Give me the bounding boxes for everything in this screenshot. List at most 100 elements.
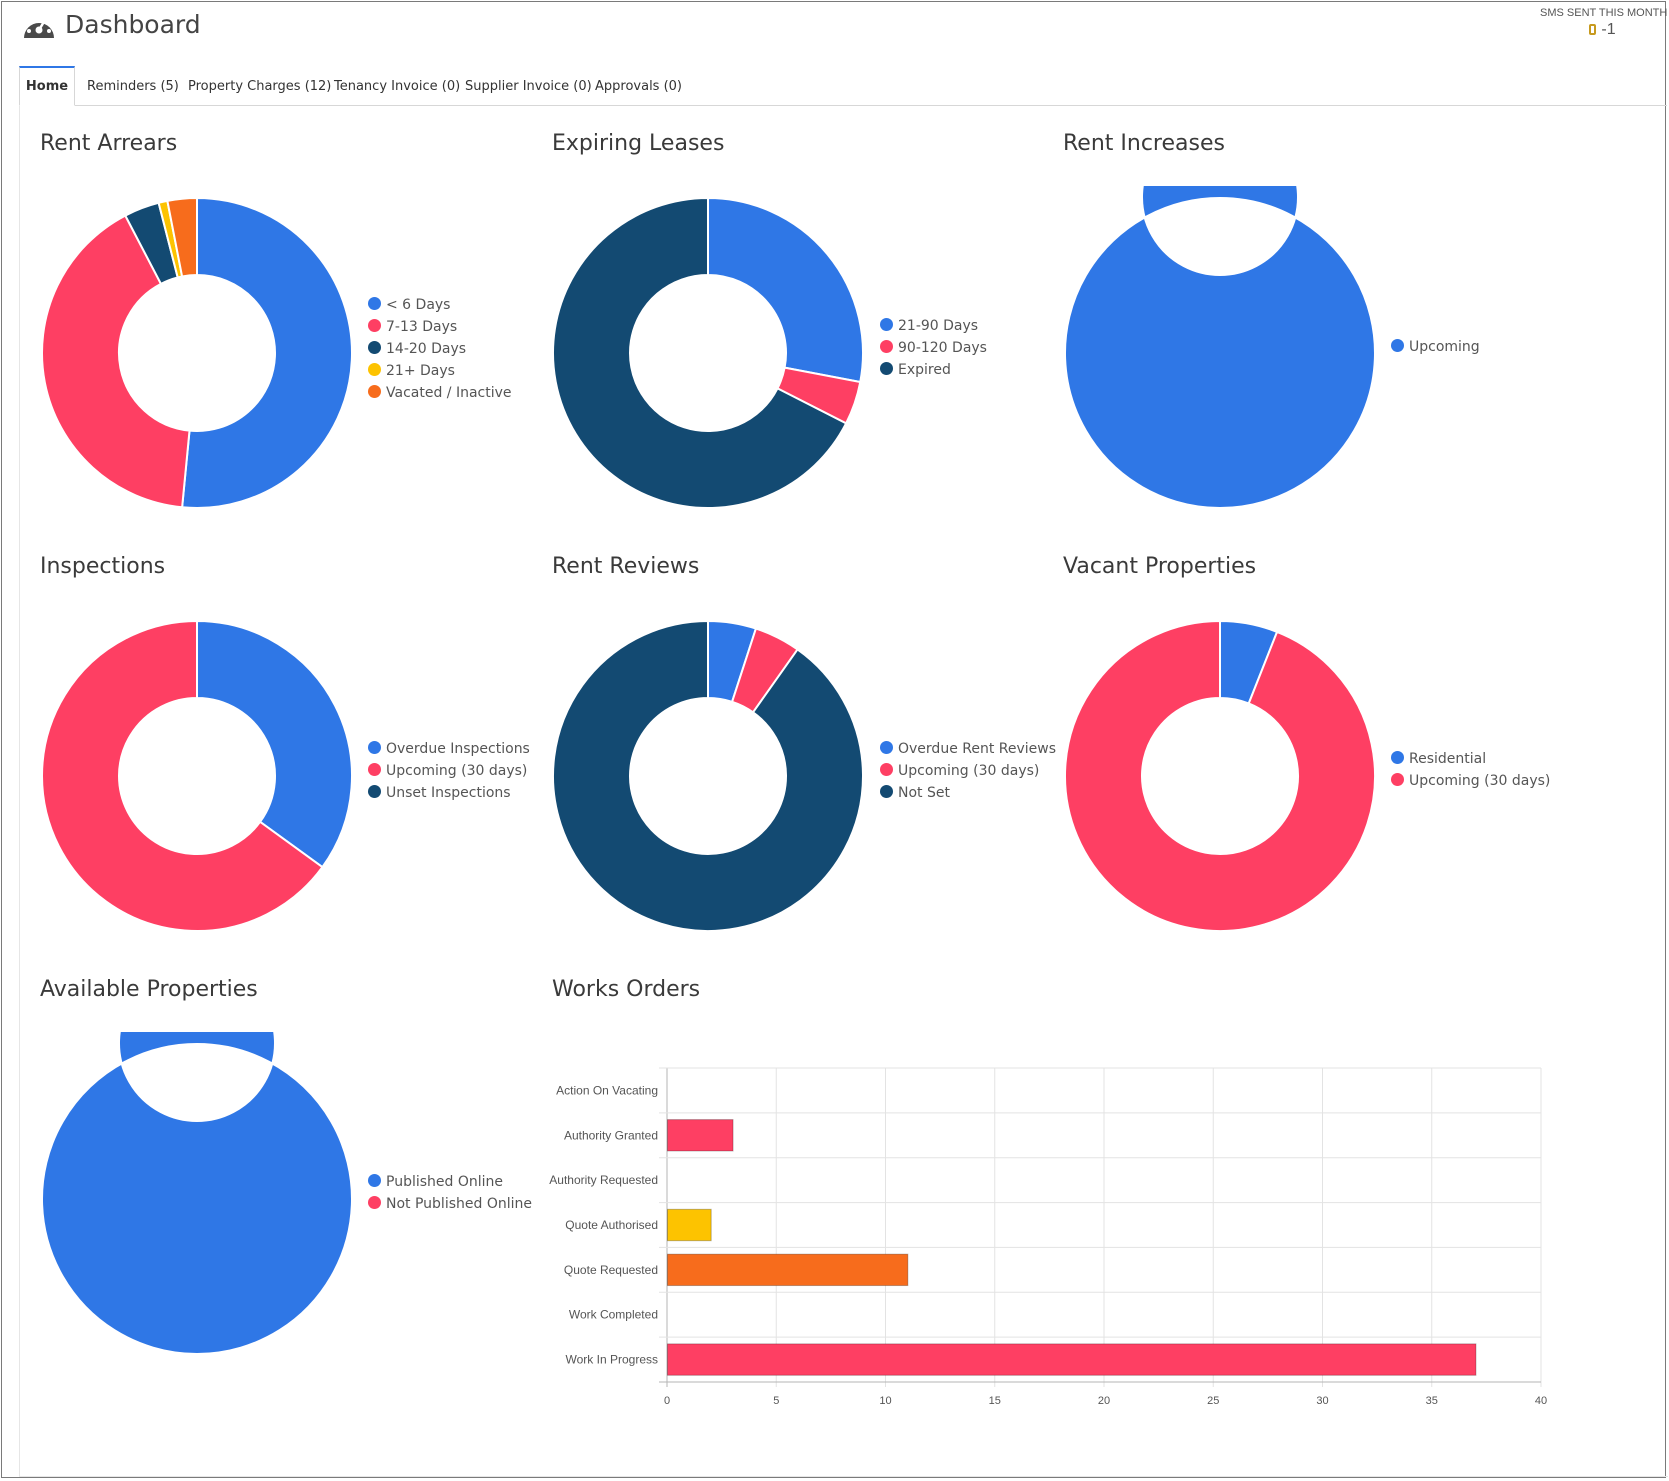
legend-item-expired[interactable]: Expired: [880, 359, 987, 381]
legend-label: Upcoming: [1409, 339, 1480, 355]
rent-reviews-slice-not-set[interactable]: [552, 619, 864, 932]
legend-label: 21+ Days: [386, 363, 455, 379]
x-tick-label: 30: [1316, 1395, 1328, 1407]
rent-arrears-legend: < 6 Days 7-13 Days 14-20 Days 21+ Days Vacat…: [368, 294, 512, 404]
legend-item-vacated-inactive[interactable]: Vacated / Inactive: [368, 382, 512, 404]
legend-color-dot: [368, 1174, 381, 1187]
legend-color-dot: [368, 1196, 381, 1209]
legend-color-dot: [880, 763, 893, 776]
legend-color-dot: [368, 363, 381, 376]
legend-color-dot: [368, 341, 381, 354]
tab-approvals[interactable]: Approvals (0): [595, 79, 683, 94]
legend-label: 7-13 Days: [386, 319, 458, 335]
tab-supplier-invoice[interactable]: Supplier Invoice (0): [465, 79, 592, 94]
legend-item-14-20-days[interactable]: 14-20 Days: [368, 338, 512, 360]
rent-arrears-slice-6-days[interactable]: [181, 196, 353, 509]
legend-item-6-days[interactable]: < 6 Days: [368, 294, 512, 316]
vacant-properties-slice-upcoming-30-days[interactable]: [1064, 619, 1376, 932]
tab-property-charges[interactable]: Property Charges (12): [188, 79, 332, 94]
rent-reviews-donut-chart: [552, 619, 864, 932]
x-tick-label: 15: [989, 1395, 1001, 1407]
legend-label: Overdue Inspections: [386, 741, 530, 757]
legend-label: Expired: [898, 362, 951, 378]
sms-counter: SMS SENT THIS MONTH -1: [1540, 7, 1667, 39]
expiring-leases-slice-21-90-days[interactable]: [707, 196, 864, 384]
tab-reminders[interactable]: Reminders (5): [87, 79, 179, 94]
legend-color-dot: [1391, 773, 1404, 786]
legend-item-90-120-days[interactable]: 90-120 Days: [880, 337, 987, 359]
legend-item-overdue-rent-reviews[interactable]: Overdue Rent Reviews: [880, 738, 1056, 760]
available-properties-slice-published-online[interactable]: [41, 1032, 353, 1355]
legend-item-overdue-inspections[interactable]: Overdue Inspections: [368, 738, 530, 760]
x-tick-label: 35: [1426, 1395, 1438, 1407]
legend-item-21-90-days[interactable]: 21-90 Days: [880, 315, 987, 337]
legend-item-unset-inspections[interactable]: Unset Inspections: [368, 782, 530, 804]
legend-color-dot: [368, 385, 381, 398]
legend-item-7-13-days[interactable]: 7-13 Days: [368, 316, 512, 338]
rent-arrears-slice-vacated-inactive[interactable]: [166, 196, 198, 278]
legend-item-upcoming-30-days[interactable]: Upcoming (30 days): [368, 760, 530, 782]
bar-work-in-progress[interactable]: [667, 1343, 1477, 1376]
y-category-label-work-completed: Work Completed: [569, 1308, 658, 1322]
x-tick-label: 10: [879, 1395, 891, 1407]
inspections-donut-chart: [41, 619, 353, 932]
bar-authority-granted[interactable]: [667, 1119, 734, 1152]
bar-quote-authorised[interactable]: [667, 1208, 712, 1242]
mobile-phone-icon: [1589, 24, 1597, 35]
bar-quote-requested[interactable]: [667, 1253, 909, 1287]
legend-label: Upcoming (30 days): [898, 763, 1040, 779]
tab-home[interactable]: Home: [19, 66, 75, 106]
vacant-properties-legend: Residential Upcoming (30 days): [1391, 748, 1550, 792]
legend-color-dot: [880, 340, 893, 353]
expiring-leases-donut-chart: [552, 196, 864, 509]
works-orders-title: Works Orders: [552, 977, 701, 1002]
legend-label: Unset Inspections: [386, 785, 511, 801]
y-category-label-authority-granted: Authority Granted: [564, 1128, 658, 1142]
y-category-label-quote-requested: Quote Requested: [564, 1263, 658, 1277]
expiring-leases-title: Expiring Leases: [552, 131, 725, 156]
rent-arrears-donut-chart: [41, 196, 353, 509]
legend-label: Published Online: [386, 1174, 504, 1190]
available-properties-legend: Published Online Not Published Online: [368, 1171, 532, 1215]
rent-arrears-title: Rent Arrears: [40, 131, 178, 156]
legend-label: Not Set: [898, 785, 950, 801]
legend-item-published-online[interactable]: Published Online: [368, 1171, 532, 1193]
available-properties-title: Available Properties: [40, 977, 258, 1002]
dashboard-gauge-icon: [24, 16, 54, 38]
legend-color-dot: [880, 785, 893, 798]
tab-tenancy-invoice[interactable]: Tenancy Invoice (0): [334, 79, 461, 94]
legend-color-dot: [880, 362, 893, 375]
x-tick-label: 5: [773, 1395, 779, 1407]
legend-color-dot: [368, 319, 381, 332]
rent-increases-legend: Upcoming: [1391, 336, 1480, 358]
legend-label: < 6 Days: [386, 297, 451, 313]
legend-item-not-set[interactable]: Not Set: [880, 782, 1056, 804]
x-tick-label: 40: [1535, 1395, 1547, 1407]
rent-reviews-legend: Overdue Rent Reviews Upcoming (30 days) No…: [880, 738, 1056, 804]
rent-arrears-slice-7-13-days[interactable]: [41, 214, 191, 509]
legend-item-upcoming-30-days[interactable]: Upcoming (30 days): [880, 760, 1056, 782]
expiring-leases-slice-expired[interactable]: [552, 196, 848, 509]
legend-item-not-published-online[interactable]: Not Published Online: [368, 1193, 532, 1215]
legend-color-dot: [880, 741, 893, 754]
rent-reviews-title: Rent Reviews: [552, 554, 700, 579]
page-header: Dashboard SMS SENT THIS MONTH -1: [2, 2, 1667, 66]
expiring-leases-legend: 21-90 Days 90-120 Days Expired: [880, 315, 987, 381]
inspections-slice-overdue-inspections[interactable]: [196, 619, 353, 869]
legend-label: Residential: [1409, 751, 1487, 767]
tab-bar: Home Reminders (5) Property Charges (12)…: [19, 66, 1667, 106]
x-tick-label: 0: [664, 1395, 670, 1407]
rent-increases-slice-upcoming[interactable]: [1064, 186, 1376, 509]
y-category-label-quote-authorised: Quote Authorised: [565, 1218, 658, 1232]
legend-item-upcoming[interactable]: Upcoming: [1391, 336, 1480, 358]
legend-label: Upcoming (30 days): [386, 763, 528, 779]
legend-item-upcoming-30-days[interactable]: Upcoming (30 days): [1391, 770, 1550, 792]
legend-item-21-days[interactable]: 21+ Days: [368, 360, 512, 382]
y-category-label-work-in-progress: Work In Progress: [566, 1353, 658, 1367]
dashboard-content: [19, 106, 1668, 1477]
inspections-slice-upcoming-30-days[interactable]: [41, 619, 324, 932]
legend-item-residential[interactable]: Residential: [1391, 748, 1550, 770]
y-category-label-action-on-vacating: Action On Vacating: [556, 1083, 658, 1097]
x-tick-label: 20: [1098, 1395, 1110, 1407]
